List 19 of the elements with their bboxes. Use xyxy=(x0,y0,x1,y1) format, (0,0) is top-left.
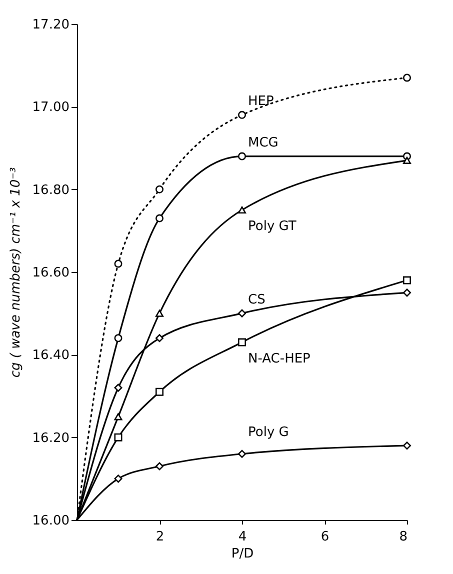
x-tick-label: 6 xyxy=(320,530,330,544)
series-label: HEP xyxy=(248,94,274,109)
x-tick-label: 4 xyxy=(238,530,247,544)
x-axis-title: P/D xyxy=(231,546,254,562)
series-label: Poly GT xyxy=(248,219,296,234)
series-label: N-AC-HEP xyxy=(248,351,311,366)
series-label: Poly G xyxy=(248,424,289,440)
x-tick-label: 8 xyxy=(399,530,408,544)
y-tick-label: 17.20 xyxy=(32,18,70,32)
series-label: CS xyxy=(248,292,266,308)
series-label: MCG xyxy=(248,135,278,150)
y-tick-label: 16.80 xyxy=(32,182,70,198)
y-tick-label: 16.60 xyxy=(32,266,70,280)
y-axis-title: cg ( wave numbers) cm⁻¹ x 10⁻³ xyxy=(8,167,24,378)
y-tick-label: 16.40 xyxy=(32,348,70,364)
y-tick-label: 16.00 xyxy=(32,514,70,528)
y-tick-label: 16.20 xyxy=(32,430,70,446)
x-tick-label: 2 xyxy=(156,530,164,544)
y-tick-label: 17.00 xyxy=(32,100,70,116)
